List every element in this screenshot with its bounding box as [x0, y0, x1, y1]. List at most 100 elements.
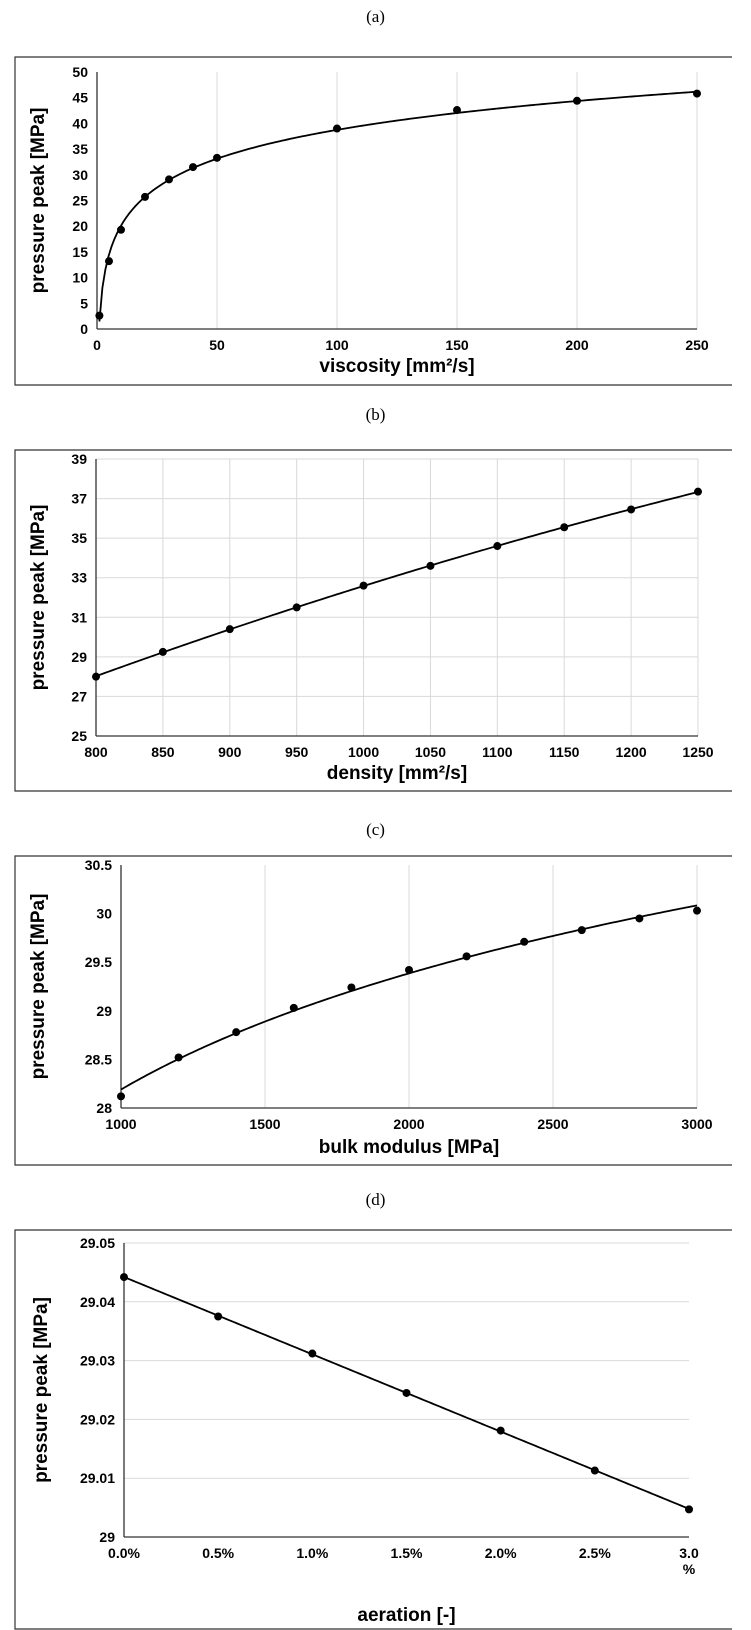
x-tick-label: 950 [285, 744, 309, 760]
x-tick-label: 2.0% [485, 1545, 517, 1561]
y-tick-label: 37 [71, 491, 87, 507]
data-point [92, 672, 100, 681]
data-point [289, 1003, 298, 1012]
chart-bulk-modulus: 28 28.5 29 29.5 30 30.5 1000 1500 2000 2500 3000 bu… [14, 855, 732, 1166]
data-point [493, 542, 502, 551]
data-point [117, 1092, 125, 1101]
data-point [402, 1388, 411, 1397]
y-tick-label: 27 [71, 688, 87, 704]
y-tick-label: 30 [72, 167, 88, 183]
x-tick-label: 800 [84, 744, 108, 760]
chart-density-svg: 25 27 29 31 33 35 37 39 800 850 900 950 1000 1050 1100… [14, 449, 732, 792]
panel-label-a: (a) [366, 7, 385, 26]
y-tick-label: 29.03 [80, 1353, 115, 1369]
y-tick-label: 29.01 [80, 1470, 115, 1486]
y-tick-label: 29 [71, 649, 87, 665]
chart-frame [14, 56, 732, 386]
data-point [189, 163, 197, 172]
trendline [95, 491, 699, 677]
data-point [308, 1349, 317, 1358]
y-tick-label: 50 [72, 64, 88, 80]
y-tick-label: 30 [96, 906, 112, 922]
data-point [693, 906, 701, 915]
y-tick-label: 45 [72, 90, 88, 106]
x-tick-label: 1500 [249, 1116, 280, 1132]
data-point [405, 965, 413, 974]
panel-label-d: (d) [365, 1190, 386, 1209]
y-tick-label: 10 [72, 270, 88, 286]
x-tick-label: 1200 [616, 744, 647, 760]
y-tick-label: 29.02 [80, 1411, 115, 1427]
y-axis-title: pressure peak [MPa] [28, 894, 49, 1080]
data-point [590, 1466, 599, 1475]
y-tick-label: 31 [71, 609, 87, 625]
chart-frame [14, 855, 732, 1166]
y-tick-label: 35 [72, 141, 88, 157]
x-tick-label: 1000 [105, 1116, 136, 1132]
x-tick-label: 1150 [549, 744, 580, 760]
y-tick-label: 28.5 [85, 1051, 112, 1067]
chart-aeration-svg: 29 29.01 29.02 29.03 29.04 29.05 0.0% 0.5% 1.0% 1… [14, 1229, 732, 1630]
chart-density: 25 27 29 31 33 35 37 39 800 850 900 950 1000 1050 1100… [14, 449, 732, 792]
data-point [117, 225, 125, 234]
y-tick-label: 30.5 [85, 857, 112, 873]
panel-label-c: (c) [366, 820, 385, 839]
x-tick-label: 0.5% [202, 1545, 234, 1561]
trendline [98, 90, 698, 322]
x-tick-label: 900 [218, 744, 242, 760]
x-tick-label: 150 [445, 337, 469, 353]
data-point [496, 1426, 505, 1435]
chart-bulk-modulus-svg: 28 28.5 29 29.5 30 30.5 1000 1500 2000 2500 3000 bu… [14, 855, 732, 1166]
data-point [232, 1028, 241, 1037]
x-tick-label: 2.5% [579, 1545, 611, 1561]
chart-aeration: 29 29.01 29.02 29.03 29.04 29.05 0.0% 0.5% 1.0% 1… [14, 1229, 732, 1630]
data-point [627, 505, 636, 514]
data-point [347, 983, 356, 992]
data-point [693, 89, 701, 98]
x-tick-label: 250 [685, 337, 709, 353]
y-tick-label: 29.05 [80, 1235, 115, 1251]
data-point [560, 523, 569, 532]
x-tick-label: 1.5% [391, 1545, 423, 1561]
data-point [520, 937, 529, 946]
y-axis-title: pressure peak [MPa] [31, 1297, 52, 1483]
chart-frame [14, 449, 732, 792]
x-tick-label: 1100 [482, 744, 513, 760]
y-axis-title: pressure peak [MPa] [28, 505, 49, 691]
data-point [213, 153, 221, 162]
data-point [685, 1505, 693, 1514]
x-axis-title: density [mm²/s] [327, 763, 467, 784]
x-tick-label: 50 [209, 337, 225, 353]
y-tick-label: 20 [72, 218, 88, 234]
x-tick-label: 1250 [682, 744, 713, 760]
y-tick-label: 15 [72, 244, 88, 260]
data-point [426, 561, 435, 570]
x-tick-label: 850 [151, 744, 175, 760]
x-tick-label: 1000 [348, 744, 379, 760]
x-axis-title: viscosity [mm²/s] [319, 356, 474, 377]
chart-frame [14, 1229, 732, 1630]
data-point [105, 257, 113, 266]
x-tick-label: 200 [565, 337, 589, 353]
data-point [333, 124, 341, 133]
y-tick-label: 29.5 [85, 954, 112, 970]
data-point [292, 603, 301, 612]
x-tick-label: 1050 [415, 744, 446, 760]
data-point [95, 311, 104, 320]
y-tick-label: 25 [71, 728, 87, 744]
data-point [573, 96, 581, 105]
data-point [635, 914, 644, 923]
y-tick-label: 29.04 [80, 1294, 115, 1310]
x-tick-label: 0.0% [108, 1545, 140, 1561]
data-point [165, 175, 173, 184]
data-point [577, 926, 586, 935]
y-tick-label: 35 [71, 530, 87, 546]
y-tick-label: 29 [99, 1529, 115, 1545]
y-tick-label: 39 [71, 451, 87, 467]
data-point [462, 952, 471, 961]
x-tick-label: 100 [325, 337, 349, 353]
x-tick-label: 1.0% [296, 1545, 328, 1561]
y-tick-label: 33 [71, 570, 87, 586]
data-point [174, 1053, 183, 1062]
y-tick-label: 5 [80, 295, 88, 311]
